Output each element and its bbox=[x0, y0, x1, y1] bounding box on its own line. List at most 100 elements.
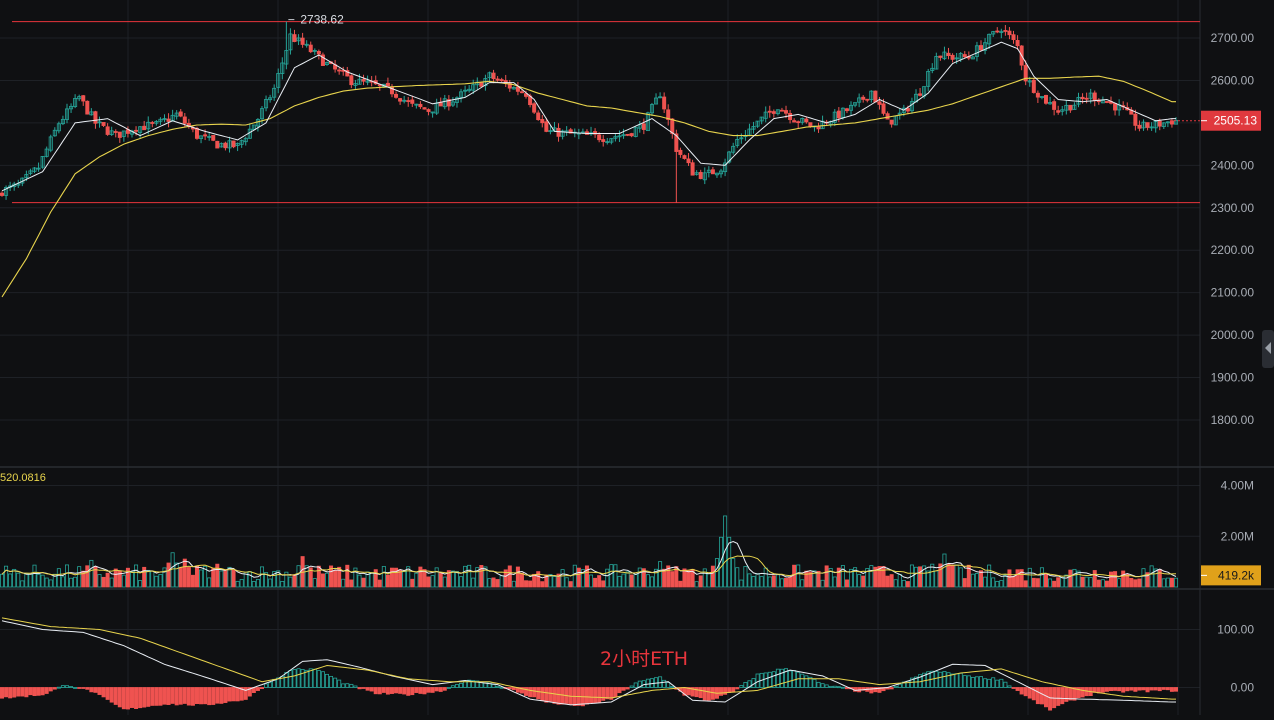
candle-body bbox=[398, 98, 403, 102]
volume-bar bbox=[536, 571, 541, 588]
macd-panel[interactable] bbox=[0, 617, 1179, 711]
axis-collapse-handle[interactable] bbox=[1262, 330, 1274, 368]
macd-histogram-bar bbox=[584, 687, 589, 705]
candle bbox=[926, 68, 931, 92]
candle-body bbox=[353, 83, 358, 86]
candle bbox=[1068, 104, 1073, 113]
macd-histogram-bar bbox=[8, 687, 13, 699]
volume-bar bbox=[503, 569, 508, 588]
price-panel[interactable] bbox=[0, 21, 1200, 298]
volume-bar bbox=[385, 574, 390, 588]
candle-body bbox=[649, 104, 654, 114]
candle-body bbox=[958, 53, 963, 60]
candle-body bbox=[454, 97, 459, 103]
volume-panel[interactable] bbox=[0, 515, 1179, 588]
candle bbox=[605, 137, 610, 145]
volume-bar bbox=[69, 577, 74, 588]
candle-body bbox=[836, 110, 841, 119]
candle-body bbox=[869, 90, 874, 100]
candle bbox=[694, 170, 699, 176]
macd-histogram-bar bbox=[56, 686, 61, 689]
volume-bar bbox=[442, 576, 447, 588]
macd-histogram-bar bbox=[231, 687, 236, 702]
candle bbox=[211, 135, 216, 142]
volume-bar bbox=[89, 559, 94, 588]
volume-bar bbox=[857, 574, 862, 588]
macd-histogram-bar bbox=[89, 687, 94, 693]
candle bbox=[544, 117, 549, 133]
candle-body bbox=[670, 118, 675, 134]
volume-bar bbox=[32, 564, 37, 588]
volume-bar bbox=[85, 565, 90, 588]
candle-body bbox=[52, 129, 57, 137]
candle-body bbox=[719, 170, 724, 175]
candle bbox=[442, 94, 447, 110]
volume-bar bbox=[296, 565, 301, 588]
volume-bar bbox=[475, 567, 480, 588]
candle bbox=[621, 128, 626, 139]
macd-histogram-bar bbox=[1100, 687, 1105, 693]
macd-histogram-bar bbox=[1141, 687, 1146, 691]
volume-bar bbox=[970, 573, 975, 588]
macd-histogram-bar bbox=[824, 684, 829, 688]
volume-bar bbox=[186, 567, 191, 588]
price-axis[interactable]: 2700.002600.002500.002400.002300.002200.… bbox=[1170, 31, 1261, 695]
candle-body bbox=[414, 103, 419, 106]
candle-body bbox=[239, 140, 244, 145]
candle bbox=[292, 29, 297, 43]
volume-bar bbox=[203, 566, 208, 588]
candle bbox=[199, 135, 204, 144]
macd-histogram-bar bbox=[333, 677, 338, 688]
candle-body bbox=[28, 170, 33, 174]
candle bbox=[272, 84, 277, 101]
macd-histogram-bar bbox=[219, 687, 224, 704]
volume-bar bbox=[1088, 577, 1093, 588]
candle bbox=[918, 87, 923, 97]
macd-histogram-bar bbox=[402, 687, 407, 695]
candle-body bbox=[1064, 104, 1069, 111]
candle-body bbox=[24, 174, 29, 179]
macd-histogram-bar bbox=[446, 687, 451, 689]
candle bbox=[235, 142, 240, 152]
volume-bar bbox=[995, 581, 1000, 588]
macd-histogram-bar bbox=[771, 671, 776, 688]
macd-histogram-bar bbox=[414, 687, 419, 693]
macd-histogram-bar bbox=[877, 687, 882, 693]
candle-body bbox=[987, 33, 992, 45]
candle bbox=[649, 102, 654, 116]
macd-histogram-bar bbox=[601, 687, 606, 701]
candle bbox=[844, 107, 849, 114]
volume-bar bbox=[1035, 578, 1040, 588]
candle-body bbox=[349, 75, 354, 86]
candle bbox=[560, 129, 565, 140]
candle-body bbox=[406, 100, 411, 102]
candle bbox=[402, 95, 407, 104]
volume-bar bbox=[540, 581, 545, 588]
volume-bar bbox=[1023, 580, 1028, 588]
candle-body bbox=[442, 98, 447, 108]
price-tick-label: 2000.00 bbox=[1211, 328, 1255, 342]
volume-bar bbox=[804, 570, 809, 588]
volume-bar bbox=[1161, 578, 1166, 588]
high-marker-label: 2738.62 bbox=[300, 13, 344, 27]
macd-histogram-bar bbox=[426, 687, 431, 693]
candle bbox=[857, 93, 862, 108]
candle-body bbox=[1133, 113, 1138, 126]
macd-histogram-bar bbox=[142, 687, 147, 708]
candle-body bbox=[796, 121, 801, 124]
candle bbox=[853, 102, 858, 108]
macd-histogram-bar bbox=[548, 687, 553, 702]
candle-body bbox=[1003, 30, 1008, 32]
candle bbox=[162, 114, 167, 123]
candle bbox=[796, 120, 801, 129]
candle-body bbox=[142, 125, 147, 131]
macd-histogram-bar bbox=[146, 687, 151, 707]
volume-bar bbox=[8, 573, 13, 588]
volume-bar bbox=[869, 565, 874, 588]
volume-bar bbox=[239, 579, 244, 588]
candle-body bbox=[792, 120, 797, 123]
volume-bar bbox=[1092, 570, 1097, 588]
